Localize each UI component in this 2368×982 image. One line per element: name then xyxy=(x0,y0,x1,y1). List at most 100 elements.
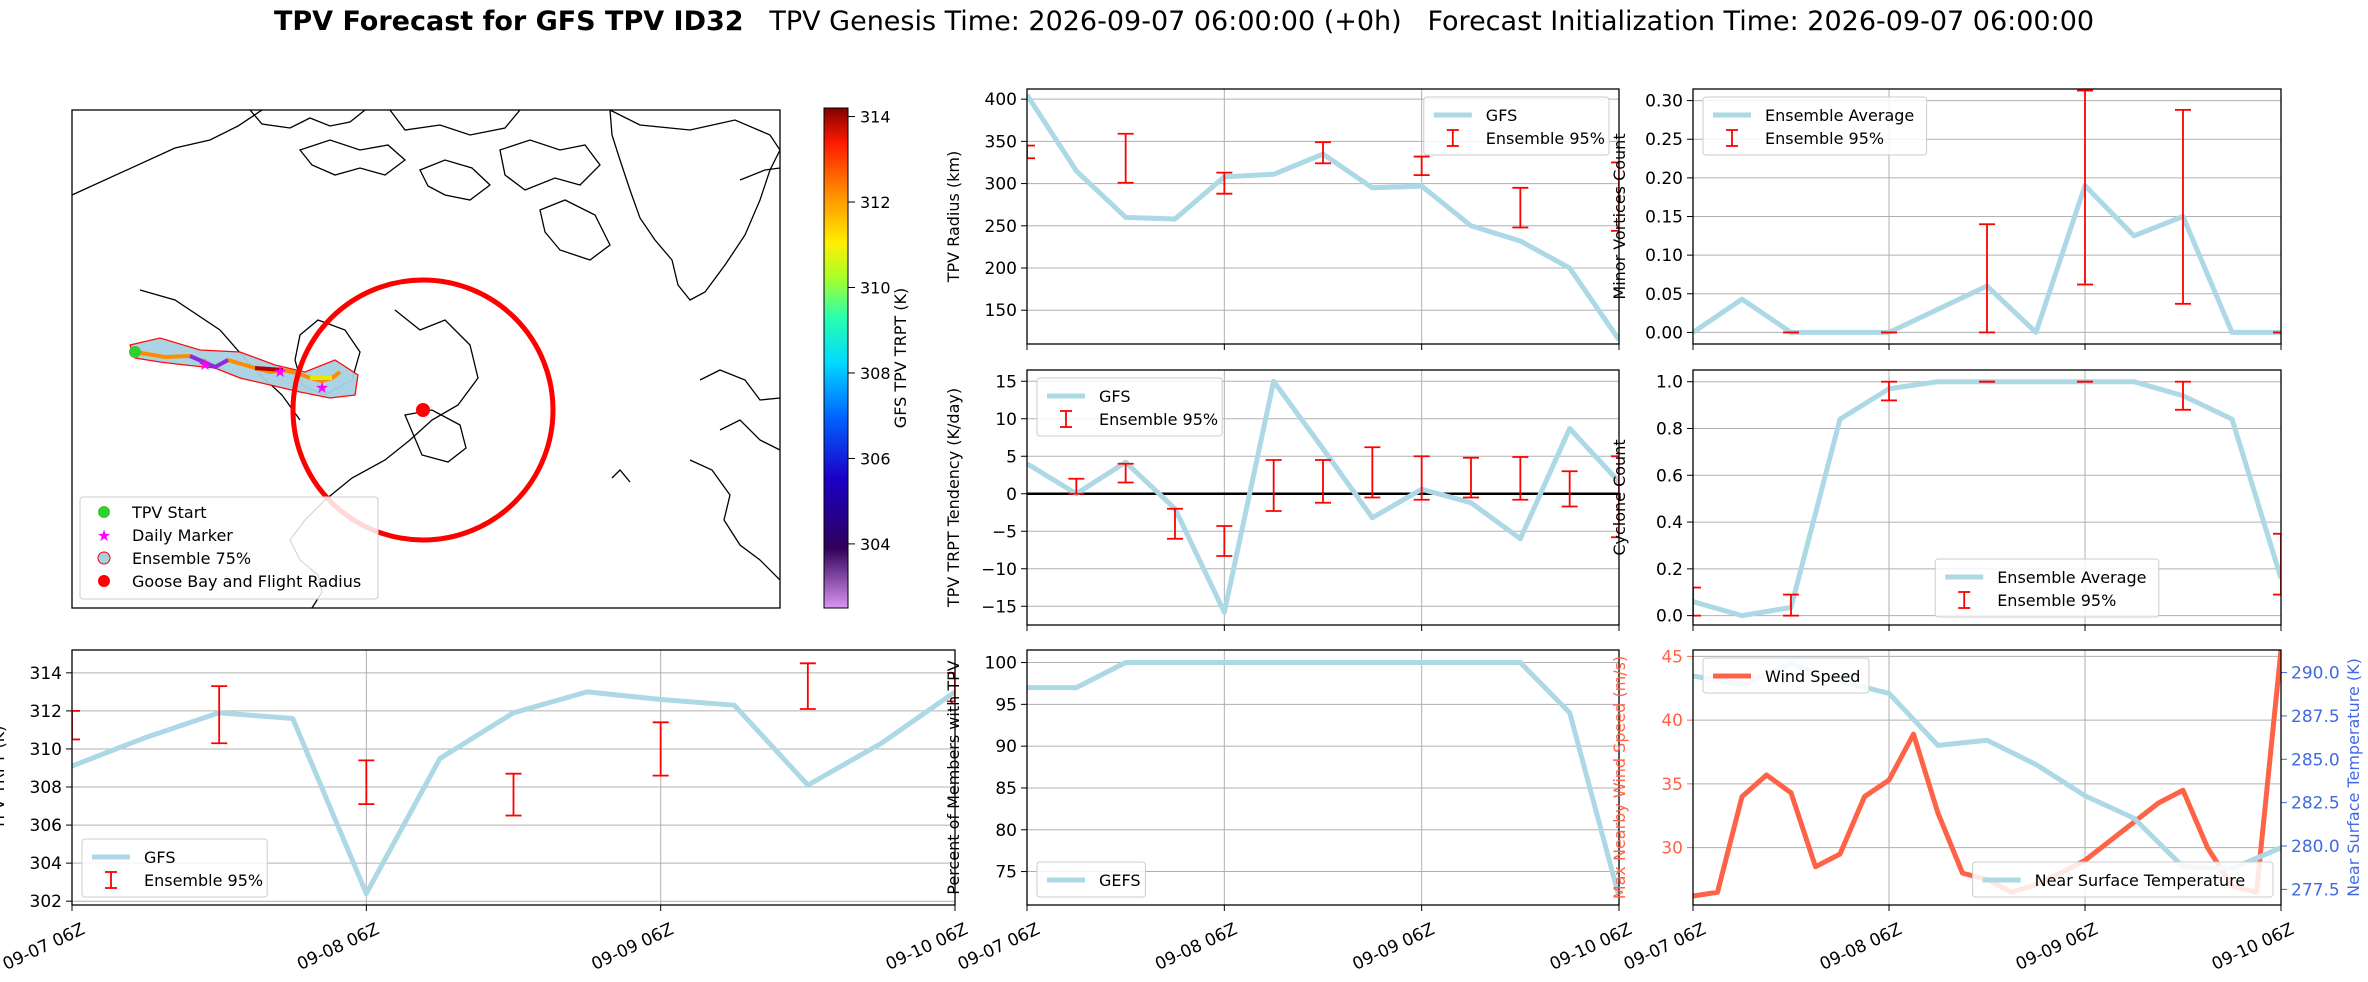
wind-right-ylabel: Near Surface Temperature (K) xyxy=(2344,658,2363,897)
chart-panels: 302 304 306 308 310 312 314 TPV TRPT (K) 09-07 0… xyxy=(0,88,2363,975)
arctic-island-5 xyxy=(499,139,601,191)
radius-errorbar-0 xyxy=(1027,144,1035,160)
trpt-errorbar-2 xyxy=(358,759,375,806)
radius-legend-label-1: Ensemble 95% xyxy=(1486,129,1605,148)
chart-cyclone: 0.0 0.2 0.4 0.6 0.8 1.0 Cyclone Count Ensemble … xyxy=(1610,369,2282,631)
pct-xtick-label-2: 09-09 06Z xyxy=(1349,919,1437,974)
tendency-ytick-label-0: −15 xyxy=(981,597,1017,617)
pct-ytick-label-0: 75 xyxy=(995,863,1017,883)
tendency-errorbar-2 xyxy=(1167,507,1183,540)
track-line-segment-2 xyxy=(254,366,284,372)
iceland-fragment xyxy=(611,469,631,483)
map-legend-box xyxy=(79,496,379,600)
tendency-errorbar-8 xyxy=(1463,456,1479,499)
legend-ensemble-icon xyxy=(97,551,111,565)
chart-pct: 75 80 85 90 95 100 Percent of Members with TPV… xyxy=(944,649,1635,975)
wind-right-legend-label: Near Surface Temperature xyxy=(2035,871,2246,890)
greenland xyxy=(609,110,780,301)
trpt-ytick-label-6: 314 xyxy=(30,664,62,684)
radius-ylabel: TPV Radius (km) xyxy=(944,151,963,284)
flight-radius-circle xyxy=(290,277,556,543)
cyclone-ylabel: Cyclone Count xyxy=(1610,439,1629,555)
colorbar-tick-label-2: 308 xyxy=(860,364,891,383)
minor-ylabel: Minor Vortices Count xyxy=(1610,133,1629,299)
colorbar-label: GFS TPV TRPT (K) xyxy=(891,288,910,428)
chart-wind: 30 35 40 45 Max Nearby Wind Speed (m/s) 09-07… xyxy=(1610,647,2363,974)
cyclone-errorbar-0 xyxy=(1693,586,1701,617)
wind-ytick-label-0: 30 xyxy=(1661,839,1683,859)
radius-errorbar-5 xyxy=(1512,186,1529,229)
map-panel: ★ ★ ★ TPV Start ★ Daily Marker Ensemble … xyxy=(71,107,910,609)
arctic-island-2 xyxy=(298,139,407,176)
trpt-xtick-label-1: 09-08 06Z xyxy=(294,919,382,974)
chart-minor: 0.00 0.05 0.10 0.15 0.20 0.25 0.30 Minor Vortic… xyxy=(1610,88,2282,350)
legend-daily-label: Daily Marker xyxy=(132,526,233,545)
colorbar-ticks: 304 306 308 310 312 314 xyxy=(848,108,891,554)
minor-ytick-label-2: 0.10 xyxy=(1645,246,1683,266)
radius-errorbar-1 xyxy=(1117,132,1134,184)
colorbar-gradient xyxy=(823,107,849,609)
radius-ytick-label-5: 400 xyxy=(985,90,1017,110)
title-genesis: TPV Genesis Time: 2026-09-07 06:00:00 (+… xyxy=(769,6,1402,37)
wind-right-legend-box xyxy=(1972,861,2274,898)
minor-legend-label-1: Ensemble 95% xyxy=(1765,129,1884,148)
minor-errorbar-4 xyxy=(2175,108,2191,305)
colorbar-tick-label-0: 304 xyxy=(860,535,891,554)
colorbar: 304 306 308 310 312 314 GFS TPV TRPT (K) xyxy=(823,107,910,609)
tendency-legend-label-1: Ensemble 95% xyxy=(1099,410,1218,429)
trpt-xtick-label-2: 09-09 06Z xyxy=(588,919,676,974)
legend-goosebay-label: Goose Bay and Flight Radius xyxy=(132,572,361,591)
minor-errorbar-3 xyxy=(2077,89,2093,286)
minor-legend-box xyxy=(1702,96,1928,156)
arctic-island-3 xyxy=(389,110,521,136)
tendency-errorbar-6 xyxy=(1364,446,1381,499)
trpt-ytick-label-4: 310 xyxy=(30,740,62,760)
legend-daily-icon: ★ xyxy=(97,526,111,545)
minor-errorbar-2 xyxy=(1979,223,1995,334)
colorbar-tick-label-5: 314 xyxy=(860,108,891,127)
tendency-ylabel: TPV TRPT Tendency (K/day) xyxy=(944,388,963,608)
svalbard-fragment xyxy=(739,167,780,181)
cyclone-ytick-label-5: 1.0 xyxy=(1656,373,1683,393)
tendency-errorbar-0 xyxy=(1068,477,1085,495)
wind-legend-label-0: Wind Speed xyxy=(1765,667,1860,686)
radius-errorbar-3 xyxy=(1315,141,1331,165)
tpv-start-marker xyxy=(129,346,141,358)
legend-ensemble-label: Ensemble 75% xyxy=(132,549,251,568)
wind-xtick-label-1: 09-08 06Z xyxy=(1817,919,1905,974)
pct-ytick-label-1: 80 xyxy=(995,821,1017,841)
pct-ytick-label-3: 90 xyxy=(995,737,1017,757)
minor-ytick-label-1: 0.05 xyxy=(1645,285,1683,305)
title-bold: TPV Forecast for GFS TPV ID32 xyxy=(273,6,744,37)
cyclone-errorbar-6 xyxy=(2273,532,2281,596)
cyclone-ytick-label-4: 0.8 xyxy=(1656,419,1683,439)
trpt-legend-label-1: Ensemble 95% xyxy=(144,871,263,890)
tendency-ytick-label-6: 15 xyxy=(995,372,1017,392)
daily-marker-1: ★ xyxy=(198,355,212,374)
radius-plot-content xyxy=(1027,93,1619,342)
goose-bay-marker xyxy=(416,403,430,417)
tendency-errorbar-9 xyxy=(1512,456,1529,501)
wind-ytick-label-3: 45 xyxy=(1661,647,1683,667)
radius-legend-label-0: GFS xyxy=(1486,106,1517,125)
trpt-ytick-label-1: 304 xyxy=(30,854,62,874)
tendency-ytick-label-5: 10 xyxy=(995,410,1017,430)
colorbar-tick-label-1: 306 xyxy=(860,449,891,468)
pct-frame xyxy=(1026,649,1620,906)
wind-legend: Wind Speed xyxy=(1702,657,1870,694)
radius-ytick-label-1: 200 xyxy=(985,259,1017,279)
wind-right-ytick-label-0: 277.5 xyxy=(2291,880,2340,900)
pct-ytick-label-4: 95 xyxy=(995,695,1017,715)
minor-ytick-label-3: 0.15 xyxy=(1645,208,1683,228)
cyclone-legend-label-0: Ensemble Average xyxy=(1997,568,2146,587)
radius-errorbar-4 xyxy=(1413,155,1430,177)
wind-ytick-label-1: 35 xyxy=(1661,775,1683,795)
minor-ytick-label-6: 0.30 xyxy=(1645,92,1683,112)
tendency-ytick-label-1: −10 xyxy=(981,560,1017,580)
cyclone-ytick-label-1: 0.2 xyxy=(1656,560,1683,580)
trpt-legend: GFS Ensemble 95% xyxy=(81,838,268,898)
wind-legend-box xyxy=(1702,657,1870,694)
trpt-errorbar-1 xyxy=(211,685,228,745)
daily-marker-3: ★ xyxy=(315,378,329,397)
legend-goosebay-icon xyxy=(98,575,110,587)
